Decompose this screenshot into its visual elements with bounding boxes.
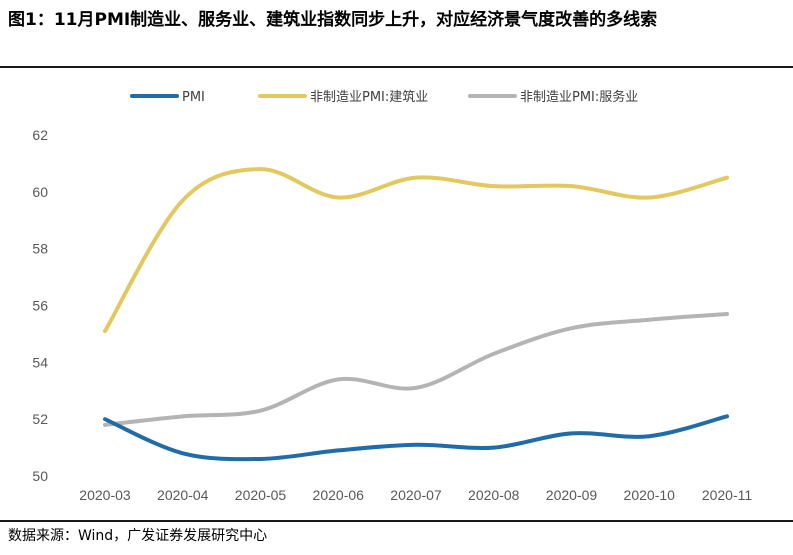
plot-area	[103, 167, 729, 462]
x-tick-label: 2020-10	[624, 487, 676, 503]
y-tick-label: 58	[32, 241, 48, 257]
y-tick-label: 50	[32, 468, 48, 484]
legend-label: 非制造业PMI:服务业	[520, 89, 638, 105]
y-tick-label: 60	[32, 184, 48, 200]
x-tick-label: 2020-11	[702, 487, 753, 503]
series-line	[103, 312, 729, 427]
series-line	[103, 414, 729, 462]
source-note: 数据来源：Wind，广发证券发展研究中心	[8, 528, 268, 544]
y-axis: 50 52 54 56 58 60 62	[32, 127, 48, 484]
y-tick-label: 56	[32, 298, 48, 314]
x-tick-label: 2020-08	[468, 487, 520, 503]
chart-title: 图1：11月PMI制造业、服务业、建筑业指数同步上升，对应经济景气度改善的多线索	[8, 10, 658, 30]
series-line	[103, 167, 729, 334]
line-chart: PMI 非制造业PMI:建筑业 非制造业PMI:服务业 50 52 54 56 58 60 62…	[32, 89, 752, 503]
x-axis: 2020-03 2020-04 2020-05 2020-06 2020-07 2020-…	[79, 487, 752, 503]
y-tick-label: 62	[32, 127, 48, 143]
x-tick-label: 2020-05	[235, 487, 287, 503]
top-divider	[0, 66, 793, 68]
legend: PMI 非制造业PMI:建筑业 非制造业PMI:服务业	[130, 89, 638, 105]
legend-label: 非制造业PMI:建筑业	[310, 89, 428, 105]
legend-label: PMI	[182, 90, 205, 105]
x-tick-label: 2020-09	[546, 487, 598, 503]
x-tick-label: 2020-04	[157, 487, 209, 503]
x-tick-label: 2020-03	[79, 487, 131, 503]
y-tick-label: 52	[32, 411, 48, 427]
x-tick-label: 2020-06	[313, 487, 365, 503]
x-tick-label: 2020-07	[390, 487, 442, 503]
y-tick-label: 54	[32, 354, 48, 370]
bottom-divider	[0, 520, 793, 522]
